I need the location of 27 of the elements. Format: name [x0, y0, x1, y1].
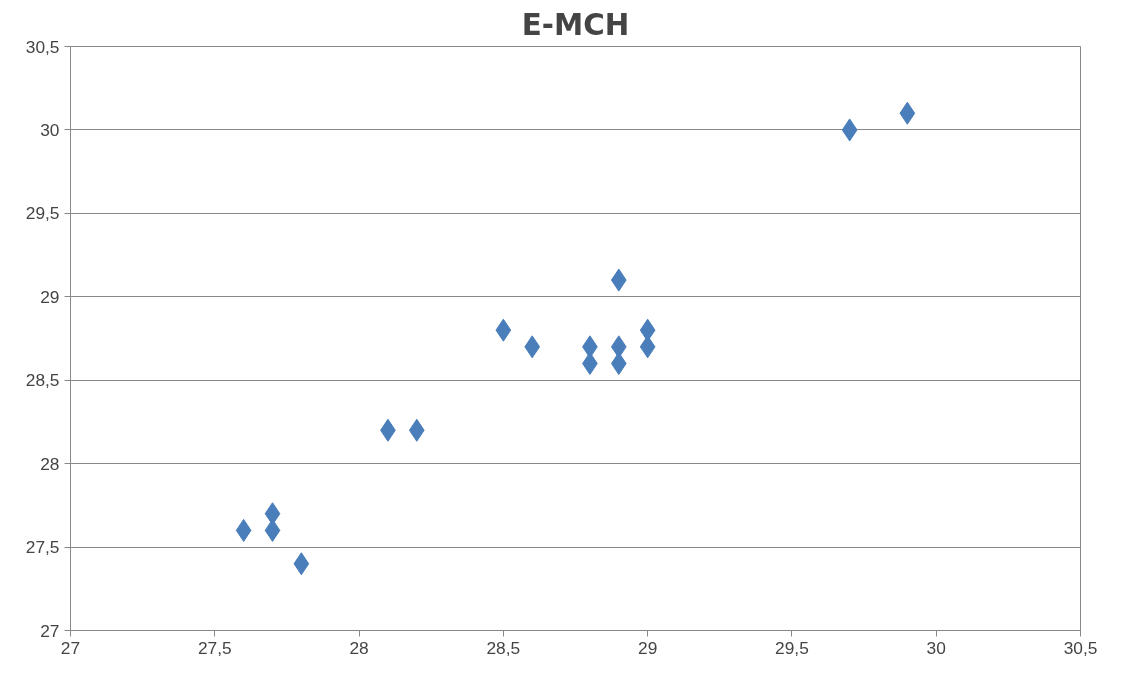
y-tick-label: 30,5 — [25, 36, 60, 57]
point — [235, 518, 252, 542]
point — [841, 118, 858, 142]
x-tick-label: 27 — [60, 637, 81, 658]
point — [610, 352, 627, 376]
y-tick-label: 29 — [40, 286, 60, 307]
y-tick-label: 28 — [40, 453, 60, 474]
point — [899, 101, 916, 125]
chart-title: E-MCH — [521, 7, 630, 42]
x-tick-label: 29,5 — [775, 637, 809, 658]
y-tick-label: 30 — [40, 119, 60, 140]
x-tick-label: 28,5 — [486, 637, 521, 658]
x-tick-label: 28 — [349, 637, 369, 658]
point — [639, 335, 656, 359]
y-tick-label: 27,5 — [25, 537, 60, 558]
y-tick-label: 27 — [40, 620, 60, 641]
point — [293, 552, 310, 576]
x-tick-label: 29 — [638, 637, 658, 658]
x-tick-label: 27,5 — [197, 637, 232, 658]
point — [524, 335, 541, 359]
x-tick-label: 30,5 — [1063, 637, 1098, 658]
point — [408, 418, 425, 442]
y-tick-label: 29,5 — [25, 203, 60, 224]
x-tick-label: 30 — [926, 637, 946, 658]
point — [610, 268, 627, 292]
point — [495, 318, 512, 342]
y-tick-label: 28,5 — [25, 370, 60, 391]
